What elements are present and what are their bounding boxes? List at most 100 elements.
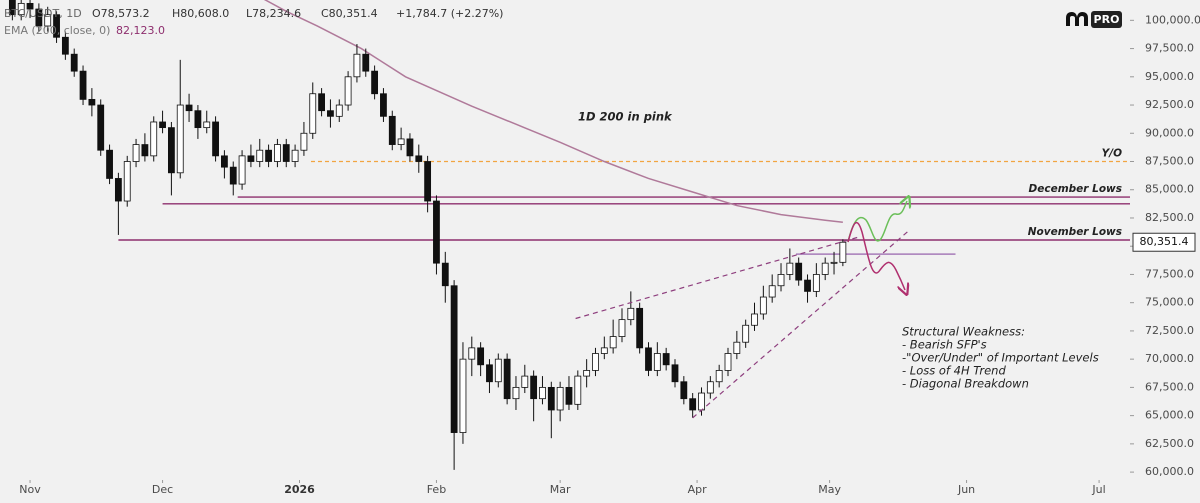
candle-body — [530, 375, 538, 400]
candle-body — [627, 307, 635, 321]
note-line: Structural Weakness: — [902, 325, 1025, 339]
candle-body — [539, 386, 546, 400]
candle-body — [804, 279, 811, 292]
candle-body — [388, 115, 396, 145]
candle-body — [777, 274, 785, 287]
symbol: BTC/USDT, 1D — [4, 7, 82, 20]
candle-body — [839, 241, 847, 263]
candle-body — [724, 353, 732, 371]
candle-body — [468, 347, 476, 360]
candle-body — [362, 53, 370, 72]
candle-body — [706, 381, 714, 394]
note-line: -"Over/Under" of Important Levels — [902, 351, 1099, 365]
level-label: December Lows — [1029, 183, 1122, 195]
x-tick-label: 2026 — [284, 483, 315, 496]
level-label: November Lows — [1028, 226, 1122, 238]
axes: 60,000.0 62,500.0 65,000.0 67,500.0 70,000.0… — [19, 13, 1200, 496]
candle-body — [751, 313, 758, 326]
x-tick-label: Jul — [1091, 483, 1105, 496]
change: +1,784.7 (+2.27%) — [396, 7, 503, 20]
ema-line — [263, 0, 843, 223]
candle-body — [35, 8, 43, 27]
candle-body — [592, 353, 599, 371]
y-tick-label: 70,000.0 — [1145, 352, 1194, 365]
candle-body — [600, 347, 608, 354]
candle-body — [380, 93, 387, 117]
candle-body — [300, 132, 308, 151]
header: BTC/USDT, 1D O78,573.2 H80,608.0 L78,234… — [4, 7, 503, 37]
candle-body — [159, 121, 166, 129]
overlay: Y/O December Lows November Lows — [575, 148, 1122, 419]
candle-body — [194, 110, 202, 129]
y-tick-label: 95,000.0 — [1145, 70, 1194, 83]
candle-body — [247, 155, 255, 162]
note-line: - Bearish SFP's — [902, 338, 987, 352]
candle-body — [715, 370, 723, 383]
bearish-projection — [847, 221, 905, 290]
y-tick-label: 62,500.0 — [1145, 437, 1194, 450]
y-tick-label: 60,000.0 — [1145, 465, 1194, 478]
candle-body — [733, 341, 741, 354]
candle-body — [26, 2, 34, 10]
y-tick-label: 75,000.0 — [1145, 296, 1194, 309]
candle-body — [609, 336, 617, 349]
candle-body — [44, 14, 52, 27]
x-tick-label: Apr — [688, 483, 708, 496]
y-tick-label: 85,000.0 — [1145, 183, 1194, 196]
candle-body — [70, 53, 78, 72]
candle-body — [309, 93, 317, 134]
candle-body — [821, 262, 829, 275]
x-tick-label: May — [818, 483, 841, 496]
candle-body — [203, 121, 211, 129]
candle-body — [680, 381, 688, 400]
candle-body — [371, 70, 379, 95]
candle-body — [397, 138, 405, 145]
high: H80,608.0 — [172, 7, 229, 20]
candle-body — [441, 262, 449, 287]
candle-body — [256, 149, 264, 162]
candle-body — [167, 127, 175, 174]
candle-body — [671, 364, 679, 383]
logo: PRO — [1066, 11, 1122, 28]
candle-body — [318, 93, 325, 112]
candle-body — [265, 149, 272, 162]
candle-body — [521, 375, 529, 388]
candle-body — [327, 110, 334, 117]
candle-body — [424, 161, 432, 202]
y-tick-label: 65,000.0 — [1145, 409, 1194, 422]
candle-body — [565, 386, 573, 405]
candle-body — [574, 375, 582, 405]
candle-body — [229, 166, 237, 185]
candle-body — [291, 149, 299, 162]
candle-body — [459, 358, 467, 433]
logo-badge — [1091, 11, 1122, 28]
trendline — [692, 229, 910, 419]
open: O78,573.2 — [92, 7, 150, 20]
candle-body — [486, 364, 493, 383]
candle-body — [212, 121, 219, 157]
candle-body — [282, 144, 290, 162]
y-tick-label: 77,500.0 — [1145, 267, 1194, 280]
candle-body — [795, 262, 803, 281]
candle-body — [512, 386, 520, 400]
candle-body — [636, 307, 644, 349]
candle-body — [88, 98, 96, 106]
x-tick-label: Feb — [427, 483, 446, 496]
y-tick-label: 82,500.0 — [1145, 211, 1194, 224]
x-tick-label: Nov — [19, 483, 41, 496]
y-tick-label: 90,000.0 — [1145, 126, 1194, 139]
candle-body — [450, 285, 458, 433]
candle-body — [689, 398, 697, 411]
level-label: Y/O — [1102, 148, 1122, 160]
candle-body — [114, 178, 122, 202]
trendline — [575, 236, 859, 320]
candle-body — [759, 296, 767, 315]
y-tick-label: 67,500.0 — [1145, 380, 1194, 393]
logo-icon — [1066, 12, 1088, 26]
y-tick-label: 87,500.0 — [1145, 155, 1194, 168]
candle-body — [768, 285, 776, 298]
candle-body — [830, 261, 838, 264]
candles — [8, 0, 847, 470]
last-price-label: 80,351.4 — [1140, 235, 1189, 248]
candle-body — [53, 14, 60, 38]
